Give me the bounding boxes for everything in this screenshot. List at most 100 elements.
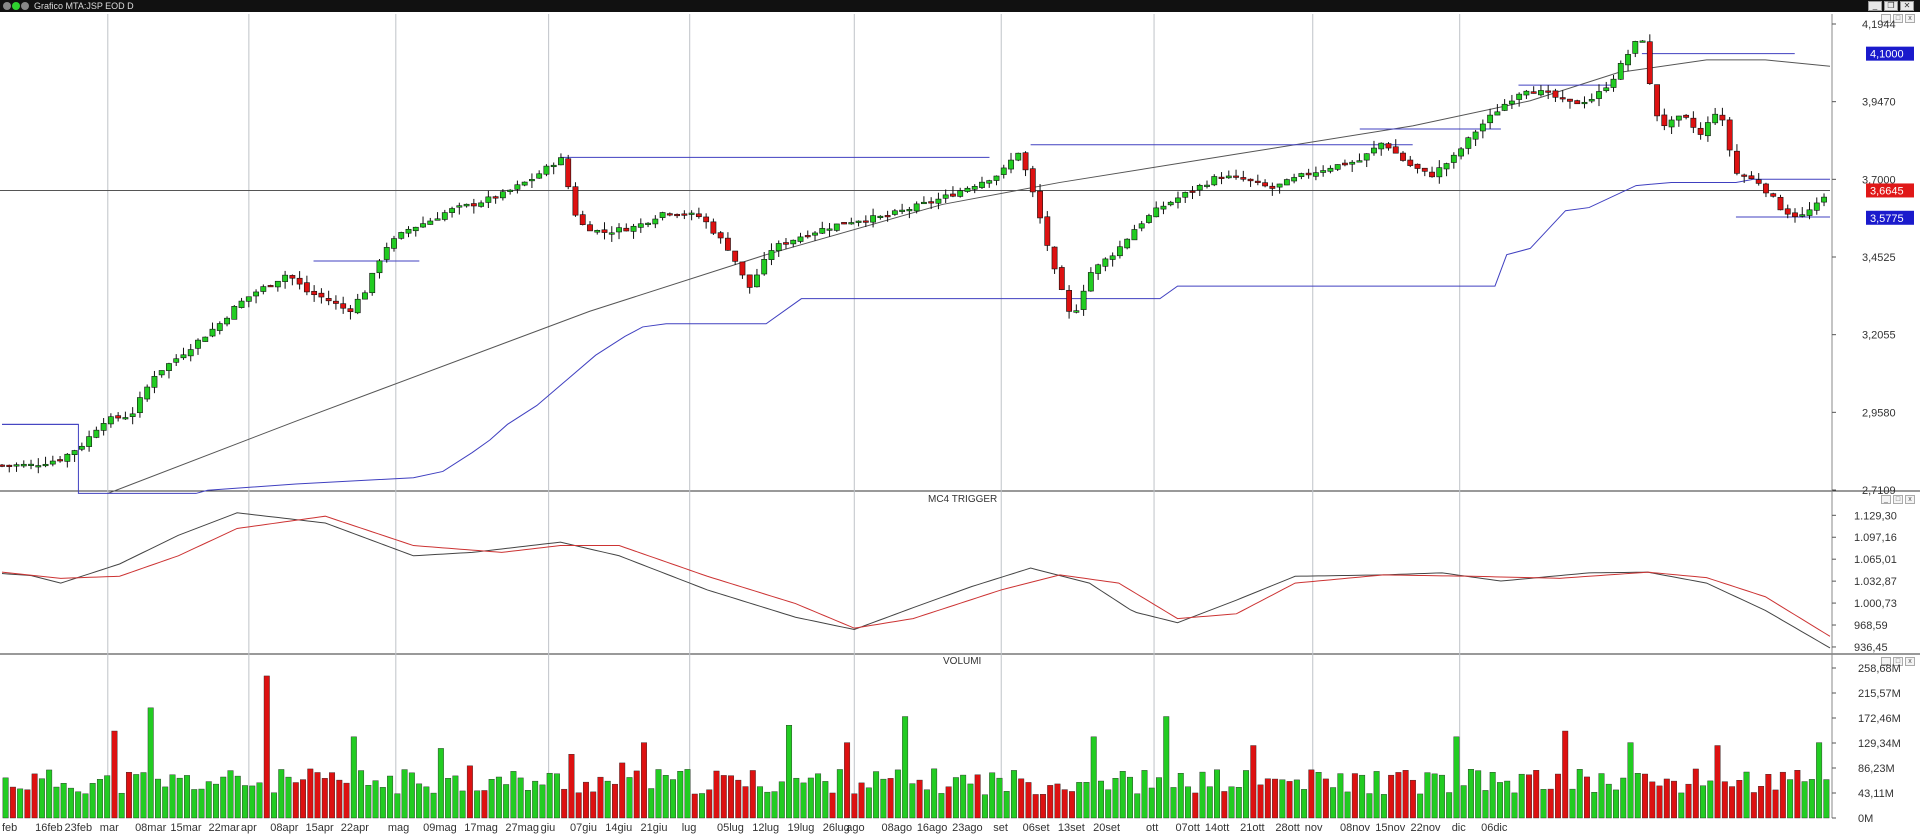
oscillator-panel-close-button[interactable]: x [1905,495,1915,504]
candle-up [1131,229,1138,241]
moving-average-line [107,59,1831,494]
volume-panel-maximize-button[interactable]: □ [1893,657,1903,666]
candle-up [971,186,978,190]
candle-down [1262,182,1268,187]
candle-up [1487,114,1494,124]
x-axis-label: 17mag [464,822,498,834]
candle-up [1087,272,1094,292]
candle-up [1472,131,1479,140]
candle-up [536,173,543,179]
volume-bar-down [9,786,16,819]
candle-down [841,222,847,225]
x-axis-label: 28ott [1275,822,1299,834]
candle-up [550,164,557,168]
oscillator-panel-minimize-button[interactable]: _ [1881,495,1891,504]
volume-bar-up [1127,776,1133,819]
volume-bar-up [1475,770,1482,819]
candle-down [1777,196,1784,211]
candle-up [1175,197,1181,203]
candle-down [1414,163,1421,169]
oscillator-panel-maximize-button[interactable]: □ [1893,495,1903,504]
osc-y-tick-label: 1.129,30 [1854,510,1897,522]
candle-up [180,354,187,359]
volume-panel-minimize-button[interactable]: _ [1881,657,1891,666]
candle-up [913,203,920,212]
candle-up [1095,264,1102,274]
volume-bar-up [1707,780,1714,819]
volume-bar-up [539,784,546,819]
volume-bar-down [582,781,589,819]
volume-bar-down [1758,786,1765,819]
candle-up [376,260,383,274]
volume-bar-down [1018,778,1025,819]
candle-up [1298,173,1305,177]
candle-up [485,196,492,203]
candle-down [1734,150,1740,174]
volume-bar-down [561,788,568,819]
candle-up [1596,91,1602,99]
volume-bar-up [1576,769,1583,819]
volume-bar-down [1257,784,1264,819]
volume-bar-down [300,779,306,819]
candle-down [1421,167,1428,172]
volume-bar-up [379,787,386,819]
candle-up [274,280,281,288]
axis-layer: 4,1944 3,9470 3,7000 3,4525 3,2055 2,9580 2,71… [2,19,1914,834]
volume-bar-down [1649,781,1656,819]
candle-down [1218,176,1225,179]
candle-up [1327,167,1334,172]
volume-bar-up [764,791,771,819]
volume-bar-up [234,775,241,819]
volume-bar-up [1330,787,1337,819]
volume-bar-up [278,769,285,819]
candle-down [1683,114,1690,118]
volume-bar-up [532,780,539,819]
volume-bar-down [1264,778,1271,819]
candle-up [637,223,644,228]
candle-up [1508,100,1515,105]
candle-up [202,336,209,342]
minimize-button[interactable]: _ [1868,1,1882,11]
trigger-line [1,512,1831,649]
price-panel-minimize-button[interactable]: _ [1881,14,1891,23]
x-axis-label: 15apr [306,822,334,834]
volume-bar-up [1134,793,1141,819]
candle-down [710,221,717,234]
volume-bar-up [1591,792,1598,819]
volume-bar-up [510,771,517,819]
volume-bar-down [1736,780,1743,819]
candle-up [245,296,252,302]
volume-bar-down [1322,778,1329,819]
close-button[interactable]: ✕ [1900,1,1914,11]
volume-bar-up [989,772,996,819]
volume-bar-down [597,776,604,819]
candle-down [681,213,688,216]
candle-up [957,190,964,197]
x-axis-label: 07giu [570,822,597,834]
price-panel-maximize-button[interactable]: □ [1893,14,1903,23]
price-panel-close-button[interactable]: x [1905,14,1915,23]
arrow-icon[interactable] [21,2,29,10]
candle-down [1755,179,1762,184]
candle-up [935,198,942,204]
candle-down [666,213,673,216]
candle-down [1792,212,1798,217]
volume-panel-close-button[interactable]: x [1905,657,1915,666]
candle-up [507,189,514,192]
candle-up [1225,175,1232,179]
candle-up [1102,258,1109,267]
candle-up [964,187,971,192]
x-axis-label: 15mar [170,822,202,834]
candle-up [173,358,180,363]
restore-button[interactable]: ❐ [1884,1,1898,11]
candle-down [1726,119,1733,151]
volume-bar-up [960,774,967,819]
volume-bar-up [53,786,60,819]
candle-up [253,291,259,297]
menu-icon[interactable] [3,2,11,10]
x-axis-label: 05lug [717,822,744,834]
volume-bar-down [1250,745,1257,819]
volume-bar-up [800,782,807,819]
volume-bar-up [1743,771,1750,819]
